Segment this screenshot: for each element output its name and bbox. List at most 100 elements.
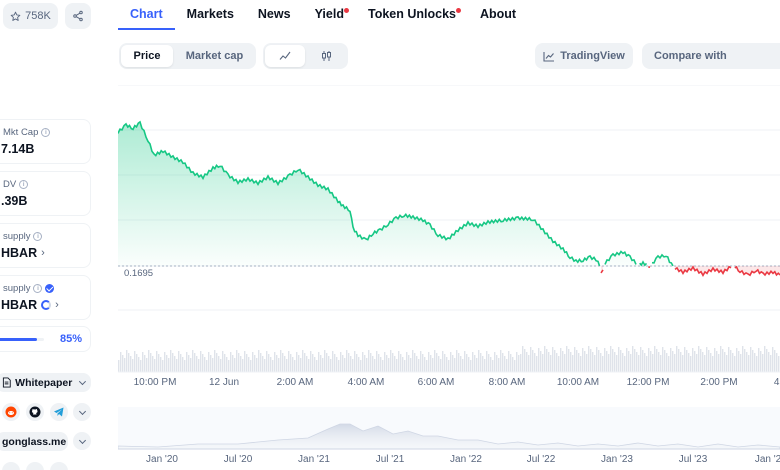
volume-bar	[622, 353, 624, 372]
volume-bar	[322, 358, 324, 372]
volume-bar	[586, 354, 588, 372]
tab-bar: Chart Markets News Yield Token Unlocks A…	[118, 0, 528, 30]
volume-bar	[576, 350, 578, 372]
fdv-label: DV	[3, 179, 17, 190]
navigator-axis-tick: Jan '23	[601, 454, 633, 465]
chevron-right-icon: ›	[55, 299, 59, 311]
volume-bar	[510, 354, 512, 372]
volume-bar	[580, 356, 582, 372]
volume-bar	[490, 357, 492, 372]
volume-bar	[146, 358, 148, 372]
total-supply-card[interactable]: supply i HBAR ›	[0, 275, 91, 320]
market-cap-card[interactable]: Mkt Cap i 7.14B	[0, 119, 91, 164]
volume-bar	[258, 350, 260, 372]
volume-bar	[368, 350, 370, 372]
info-icon[interactable]: i	[41, 128, 51, 137]
volume-bar	[302, 350, 304, 372]
navigator-axis-tick: Jan '21	[298, 454, 330, 465]
volume-bar	[494, 352, 496, 372]
volume-bar	[352, 359, 354, 372]
volume-bar	[700, 349, 702, 372]
volume-bar	[534, 353, 536, 372]
volume-bar	[136, 354, 138, 372]
reference-price-label: 0.1695	[124, 268, 154, 279]
volume-bar	[306, 356, 308, 372]
volume-bar	[530, 347, 532, 372]
github-button[interactable]	[26, 403, 44, 421]
volume-bar	[466, 354, 468, 372]
navigator-axis-tick: Jul '23	[678, 454, 708, 465]
volume-bar	[542, 354, 544, 372]
market-cap-label: Mkt Cap	[3, 127, 39, 138]
volume-bar	[642, 350, 644, 372]
volume-bar	[572, 355, 574, 372]
whitepaper-link[interactable]: Whitepaper	[0, 373, 91, 392]
volume-bar	[430, 355, 432, 372]
line-chart-button[interactable]	[265, 45, 305, 67]
fdv-card[interactable]: DV i .39B	[0, 171, 91, 216]
volume-bar	[726, 355, 728, 372]
volume-bar	[766, 349, 768, 372]
candlestick-chart-button[interactable]	[307, 45, 346, 67]
volume-bar	[570, 352, 572, 372]
more-socials-button[interactable]	[73, 403, 91, 421]
tab-news[interactable]: News	[246, 0, 303, 30]
more-links-button[interactable]	[73, 432, 91, 450]
volume-bar	[388, 358, 390, 372]
volume-bar	[288, 351, 290, 372]
volume-bar	[476, 358, 478, 372]
tab-token-unlocks-label: Token Unlocks	[367, 7, 456, 21]
volume-bar	[658, 352, 660, 372]
volume-bar	[142, 352, 144, 372]
tradingview-button[interactable]: TradingView	[535, 43, 633, 69]
website-link[interactable]: gonglass.me	[0, 432, 68, 451]
volume-bar	[176, 359, 178, 372]
volume-bar	[184, 360, 186, 372]
telegram-icon	[54, 407, 64, 417]
volume-bar	[274, 352, 276, 372]
volume-bar	[238, 353, 240, 372]
tab-token-unlocks[interactable]: Token Unlocks	[356, 0, 468, 30]
chart-axis-icon	[543, 51, 555, 62]
volume-bar	[482, 356, 484, 372]
volume-bar	[298, 355, 300, 372]
telegram-button[interactable]	[50, 403, 68, 421]
volume-bar	[742, 346, 744, 372]
tab-markets[interactable]: Markets	[175, 0, 246, 30]
volume-bar	[324, 350, 326, 372]
info-icon[interactable]: i	[19, 180, 29, 189]
tab-yield[interactable]: Yield	[303, 0, 356, 30]
market-cap-mode-button[interactable]: Market cap	[185, 50, 244, 62]
info-icon[interactable]: i	[33, 232, 43, 241]
volume-bar	[554, 350, 556, 372]
volume-bar	[662, 347, 664, 372]
volume-bar	[304, 353, 306, 372]
source-button[interactable]	[50, 462, 68, 470]
watchlist-button[interactable]: 758K	[3, 3, 58, 29]
info-icon[interactable]: i	[33, 284, 43, 293]
price-mode-button[interactable]: Price	[121, 45, 173, 67]
volume-bar	[666, 353, 668, 372]
share-icon	[73, 10, 83, 22]
volume-bar	[160, 357, 162, 372]
tab-about[interactable]: About	[468, 0, 528, 30]
community-button[interactable]	[26, 462, 44, 470]
tab-chart[interactable]: Chart	[118, 0, 175, 30]
compare-with-select[interactable]: Compare with	[642, 43, 780, 69]
volume-bar	[428, 352, 430, 372]
navigator-area[interactable]	[118, 423, 780, 450]
volume-bar	[220, 359, 222, 372]
volume-bar	[236, 350, 238, 372]
volume-bar	[384, 352, 386, 372]
share-button[interactable]	[65, 3, 91, 29]
circulating-supply-card[interactable]: supply i HBAR ›	[0, 223, 91, 268]
price-chart[interactable]	[118, 85, 780, 470]
volume-bar	[152, 356, 154, 372]
volume-bar	[234, 358, 236, 372]
volume-bar	[290, 354, 292, 372]
time-axis-tick: 12 Jun	[208, 377, 240, 388]
volume-bar	[150, 353, 152, 372]
volume-bar	[280, 350, 282, 372]
reddit-button[interactable]	[2, 403, 20, 421]
explorer-button[interactable]	[2, 462, 20, 470]
